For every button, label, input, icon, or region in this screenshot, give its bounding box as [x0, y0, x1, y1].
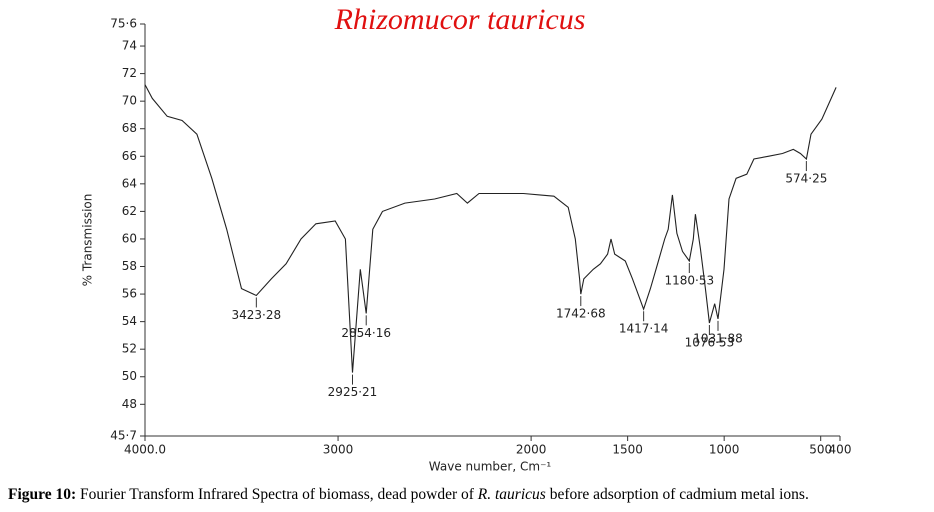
spectrum-line: [144, 84, 837, 373]
caption-text: before adsorption of cadmium metal ions.: [545, 486, 809, 503]
peak-label: 1076·53: [685, 336, 735, 350]
y-tick-label: 60: [122, 231, 137, 245]
y-tick-label: 54: [122, 314, 137, 328]
peak-label: 2854·16: [341, 326, 391, 340]
y-tick-label: 68: [122, 121, 137, 135]
x-tick-label: 1500: [612, 443, 643, 457]
peak-label: 1417·14: [619, 322, 669, 336]
y-tick-label: 58: [122, 259, 137, 273]
peak-label: 574·25: [785, 172, 827, 186]
x-axis-label: Wave number, Cm⁻¹: [429, 460, 552, 474]
y-tick-label: 56: [122, 287, 137, 301]
chart: Rhizomucor tauricus % Transmission Wave …: [81, 3, 852, 474]
caption-text: Fourier Transform Infrared Spectra of bi…: [80, 486, 478, 503]
chart-title: Rhizomucor tauricus: [334, 3, 586, 36]
y-tick-label: 70: [122, 94, 137, 108]
y-tick-label: 52: [122, 342, 137, 356]
y-tick-label: 74: [122, 39, 137, 53]
y-tick-label: 72: [122, 66, 137, 80]
peak-label: 3423·28: [232, 308, 282, 322]
y-tick-label: 50: [122, 369, 137, 383]
x-tick-label: 2000: [516, 443, 547, 457]
caption-species: R. tauricus: [477, 486, 546, 503]
caption-label: Figure 10:: [8, 486, 77, 503]
y-tick-label: 45·7: [110, 429, 137, 443]
caption: Figure 10: Fourier Transform Infrared Sp…: [8, 486, 934, 504]
peak-label: 1031·88: [693, 331, 743, 345]
x-tick-label: 400: [829, 443, 852, 457]
y-axis-label: % Transmission: [81, 194, 95, 287]
y-tick-label: 75·6: [110, 17, 137, 31]
peak-label: 2925·21: [328, 385, 378, 399]
y-tick-label: 66: [122, 149, 137, 163]
x-tick-label: 1000: [709, 443, 740, 457]
peak-label: 1742·68: [556, 307, 606, 321]
peak-label: 1180·53: [665, 274, 715, 288]
x-tick-label: 3000: [323, 443, 354, 457]
x-tick-label: 4000.0: [124, 443, 166, 457]
y-tick-label: 62: [122, 204, 137, 218]
y-tick-label: 64: [122, 176, 137, 190]
x-tick-label: 500: [809, 443, 832, 457]
y-tick-label: 48: [122, 397, 137, 411]
